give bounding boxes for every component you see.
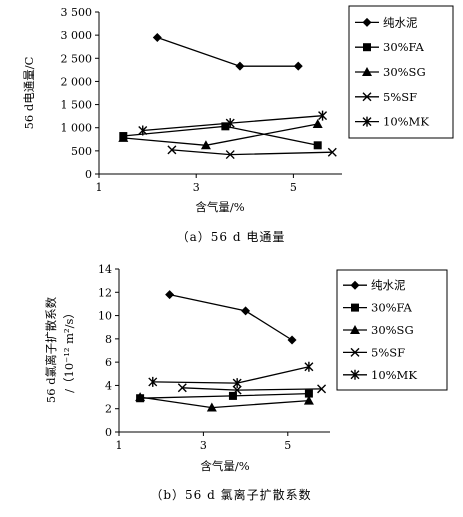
chart2-legend-marker-1: [350, 280, 360, 290]
chart2-data-point-2: [228, 391, 237, 400]
chart2-y-tick-label: 10: [98, 310, 112, 323]
chart2-series-line-1: [169, 293, 293, 341]
chart2-caption: （b）56 d 氯离子扩散系数: [150, 487, 311, 502]
chart2-legend-label-3: 30%SG: [371, 323, 414, 337]
chart2-y-tick-label: 6: [105, 356, 112, 369]
chart1-y-tick-label: 2 500: [61, 52, 93, 65]
chart2-y-tick-label: 8: [105, 333, 112, 346]
chart2-data-point-3: [135, 392, 146, 402]
chart2-data-point-4: [177, 383, 187, 393]
chart2-data-point-4: [232, 385, 242, 395]
chart1-caption: （a）56 d 电通量: [177, 230, 286, 244]
chart2-x-tick-label: 5: [284, 439, 291, 452]
chart2-legend-marker-4: [350, 347, 360, 357]
chart2-y-tick-label: 12: [98, 286, 112, 299]
chart1-data-point-5: [225, 118, 235, 129]
chart2-x-axis-label: 含气量/%: [200, 459, 249, 473]
chart1-legend-label-3: 30%SG: [383, 65, 426, 79]
chart1-legend-marker-4: [362, 92, 372, 102]
chart1-y-tick-label: 3 500: [61, 6, 93, 19]
chart1-legend-label-4: 5%SF: [383, 90, 417, 104]
chart2-x-tick-label: 1: [116, 439, 123, 452]
chart2-y-axis-unit-label: /（10⁻¹² m²/s）: [62, 307, 76, 393]
chart2-data-point-5: [148, 376, 158, 387]
chart1-y-tick-label: 1 500: [61, 99, 93, 112]
chart2-legend-marker-5: [350, 369, 360, 380]
chart2-series-line-5: [152, 366, 310, 384]
chart1-data-point-4: [327, 147, 337, 157]
chart1-y-tick-label: 2 000: [61, 75, 93, 88]
chart2-data-point-1: [287, 335, 297, 345]
chart2-data-point-5: [232, 378, 242, 389]
chart1-data-point-4: [225, 150, 235, 160]
chart2-data-point-5: [304, 361, 314, 372]
chart1-y-tick-label: 3 000: [61, 29, 93, 42]
chart1-data-point-3: [118, 132, 129, 142]
chart1-x-tick-label: 5: [290, 181, 297, 194]
chart2-y-axis-label: 56 d氯离子扩散系数: [44, 296, 58, 403]
chart1-legend-marker-2: [363, 43, 371, 52]
chart2-legend-label-4: 5%SF: [371, 345, 405, 359]
chart2-legend-label-2: 30%FA: [371, 301, 413, 315]
chart2-data-point-3: [206, 402, 217, 412]
chart1-data-point-4: [167, 145, 177, 155]
chart1-data-point-1: [235, 61, 245, 71]
chart2-legend-marker-3: [350, 325, 360, 334]
chart1-data-point-3: [312, 119, 323, 129]
chart2-y-tick-label: 2: [105, 403, 112, 416]
chart1-legend-label-1: 纯水泥: [383, 15, 418, 29]
chart1-legend-marker-1: [362, 17, 372, 27]
chart2-data-point-3: [303, 395, 314, 405]
chart1-data-point-5: [138, 125, 148, 136]
chart1-legend-label-5: 10%MK: [383, 115, 429, 129]
chart2-data-point-1: [165, 290, 175, 300]
chart2-legend-label-5: 10%MK: [371, 368, 417, 382]
chart2-y-tick-label: 4: [105, 379, 112, 392]
chart1-data-point-2: [221, 122, 230, 131]
chart1-series-line-4: [171, 149, 333, 156]
chart1-legend-box: [348, 5, 454, 139]
chart1-x-axis-label: 含气量/%: [195, 200, 244, 214]
chart1-y-tick-label: 0: [85, 168, 92, 181]
chart2-x-tick-label: 3: [200, 439, 207, 452]
chart1-data-point-5: [318, 110, 328, 121]
chart2-y-tick-label: 0: [105, 426, 112, 439]
chart1-y-tick-label: 500: [71, 145, 92, 158]
chart2-legend-marker-2: [351, 303, 359, 312]
chart1-legend-marker-3: [362, 67, 372, 76]
chart1-data-point-1: [293, 61, 303, 71]
chart1-data-point-1: [152, 32, 162, 42]
chart2-data-point-2: [304, 389, 313, 398]
chart1-legend-marker-5: [362, 116, 372, 127]
chart1-data-point-3: [200, 140, 211, 150]
chart2-data-point-1: [241, 306, 251, 316]
chart2-y-tick-label: 14: [98, 263, 112, 276]
chart1-x-tick-label: 3: [193, 181, 200, 194]
chart1-legend-label-2: 30%FA: [383, 40, 425, 54]
chart1-series-line-1: [157, 36, 299, 67]
chart1-x-tick-label: 1: [96, 181, 103, 194]
chart2-series-line-2: [140, 392, 309, 399]
chart1-data-point-2: [313, 141, 322, 150]
chart1-y-tick-label: 1 000: [61, 122, 93, 135]
chart2-data-point-4: [317, 384, 327, 394]
chart2-series-line-4: [182, 387, 322, 391]
chart2-series-line-3: [140, 396, 309, 409]
chart2-legend-label-1: 纯水泥: [371, 278, 406, 292]
chart1-y-axis-label: 56 d电通量/C: [22, 56, 36, 129]
